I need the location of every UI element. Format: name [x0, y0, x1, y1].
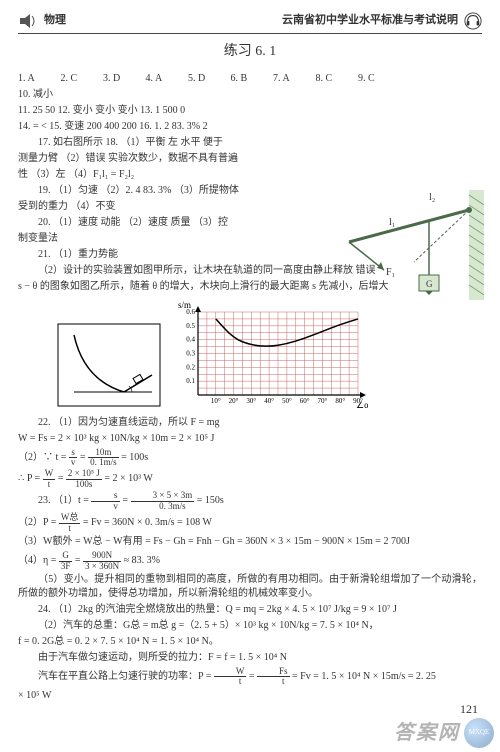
ans-17b: 测量力臂 （2）错误 实验次数少，数据不具有普遍: [18, 152, 303, 166]
svg-text:40°: 40°: [264, 397, 274, 405]
q22-l3: （2）∵ t = sv = 10m0. 1m/s = 100s: [18, 448, 482, 468]
watermark: 答案网 MXQE: [394, 718, 494, 748]
ans-20b: 制变量法: [18, 232, 303, 246]
watermark-text: 答案网: [394, 719, 460, 747]
q24-l1: 24. （1）2kg 的汽油完全燃烧放出的热量：Q = mq = 2kg × 4…: [18, 603, 482, 617]
ans-11-13: 11. 25 50 12. 变小 变小 变小 13. 1 500 0: [18, 104, 482, 118]
mc-q4: 4. A: [146, 72, 186, 86]
header-right-text: 云南省初中学业水平标准与考试说明: [282, 13, 458, 28]
svg-text:F₁: F₁: [386, 267, 395, 278]
svg-text:0.5: 0.5: [186, 321, 195, 329]
ans-20a: 20. （1）速度 动能 （2）速度 质量 （3）控: [18, 216, 303, 230]
svg-text:0.4: 0.4: [186, 335, 195, 343]
svg-text:0.2: 0.2: [186, 363, 195, 371]
exercise-title: 练习 6. 1: [18, 42, 482, 62]
mc-q7: 7. A: [273, 72, 313, 86]
grid-chart: s/m 0.60.50.40.30.20.1 10°20°30°40°50°60…: [178, 300, 368, 410]
svg-text:l₂: l₂: [429, 192, 435, 203]
page-header: 物理 云南省初中学业水平标准与考试说明: [18, 12, 482, 34]
header-left: 物理: [18, 13, 66, 29]
ans-17c: 性 （3）左 （4）F₁l₁ = F₂l₂: [18, 168, 303, 182]
q23-l2: （2）P = W总t = Fv = 360N × 0. 3m/s = 108 W: [18, 513, 482, 533]
svg-text:80°: 80°: [335, 397, 345, 405]
q24-l2: （2）汽车的总重：G总 = m总 g =（2. 5 + 5）× 10³ kg ×…: [18, 619, 482, 633]
svg-text:0.1: 0.1: [186, 377, 195, 385]
answers-with-diagram: 17. 如右图所示 18. （1）平衡 左 水平 便于 测量力臂 （2）错误 实…: [18, 136, 482, 246]
svg-text:0.3: 0.3: [186, 349, 195, 357]
q23-l3: （3）W额外 = W总 − W有用 = Fs − Gh = Fnh − Gh =…: [18, 535, 482, 549]
mc-q6: 6. B: [231, 72, 271, 86]
svg-text:70°: 70°: [318, 397, 328, 405]
lever-diagram: l₂ l₁ F₁ G: [334, 190, 484, 300]
q23-l4: （4）η = G3F = 900N3 × 360N ≈ 83. 3%: [18, 551, 482, 571]
page-number: 121: [460, 701, 478, 718]
ans-19a: 19. （1）匀速 （2）2. 4 83. 3% （3）所提物体: [18, 184, 303, 198]
speaker-icon: [18, 13, 40, 29]
q22: 22. （1）因为匀速直线运动，所以 F = mg W = Fs = 2 × 1…: [18, 416, 482, 490]
mc-q3: 3. D: [103, 72, 143, 86]
ans-17a: 17. 如右图所示 18. （1）平衡 左 水平 便于: [18, 136, 303, 150]
ans-10: 10. 减小: [18, 88, 482, 102]
subject-label: 物理: [44, 13, 66, 28]
headphone-icon: [464, 12, 482, 30]
q24-l3: f = 0. 2G总 = 0. 2 × 7. 5 × 10⁴ N = 1. 5 …: [18, 635, 482, 649]
q22-l2: W = Fs = 2 × 10³ kg × 10N/kg × 10m = 2 ×…: [18, 432, 482, 446]
svg-text:l₁: l₁: [389, 217, 395, 228]
svg-text:G: G: [426, 279, 433, 289]
mc-q1: 1. A: [18, 72, 58, 86]
q23-l5: （5）变小。提升相同的重物到相同的高度，所做的有用功相同。由于新滑轮组增加了一个…: [18, 573, 482, 601]
svg-text:30°: 30°: [246, 397, 256, 405]
svg-text:20°: 20°: [229, 397, 239, 405]
q22-l1: 22. （1）因为匀速直线运动，所以 F = mg: [18, 416, 482, 430]
q24-l5: 汽车在平直公路上匀速行驶的功率：P = Wt = Fst = Fv = 1. 5…: [18, 667, 482, 687]
svg-text:50°: 50°: [282, 397, 292, 405]
ans-14-16: 14. = < 15. 变速 200 400 200 16. 1. 2 83. …: [18, 120, 482, 134]
watermark-badge-icon: MXQE: [464, 718, 494, 748]
mc-answers: 1. A 2. C 3. D 4. A 5. D 6. B 7. A 8. C …: [18, 72, 482, 134]
q24: 24. （1）2kg 的汽油完全燃烧放出的热量：Q = mq = 2kg × 4…: [18, 603, 482, 703]
mc-q8: 8. C: [316, 72, 356, 86]
svg-text:10°: 10°: [211, 397, 221, 405]
svg-text:60°: 60°: [300, 397, 310, 405]
q24-l4: 由于汽车做匀速运动，则所受的拉力：F = f = 1. 5 × 10⁴ N: [18, 651, 482, 665]
q22-l4: ∴ P = Wt = 2 × 10⁵ J100s = 2 × 10³ W: [18, 469, 482, 489]
mc-q2: 2. C: [61, 72, 101, 86]
q23-l1: 23. （1）t = sv = 3 × 5 × 3m0. 3m/s = 150s: [18, 491, 482, 511]
chart-row: s/m 0.60.50.40.30.20.1 10°20°30°40°50°60…: [54, 300, 482, 410]
ans-19b: 受到的重力 （4）不变: [18, 200, 303, 214]
q24-l6: × 10⁵ W: [18, 689, 482, 703]
svg-text:∠α: ∠α: [356, 400, 368, 410]
svg-text:0.6: 0.6: [186, 308, 195, 316]
mc-q9: 9. C: [358, 72, 398, 86]
ramp-diagram: [54, 320, 164, 410]
q23: 23. （1）t = sv = 3 × 5 × 3m0. 3m/s = 150s…: [18, 491, 482, 601]
mc-q5: 5. D: [188, 72, 228, 86]
